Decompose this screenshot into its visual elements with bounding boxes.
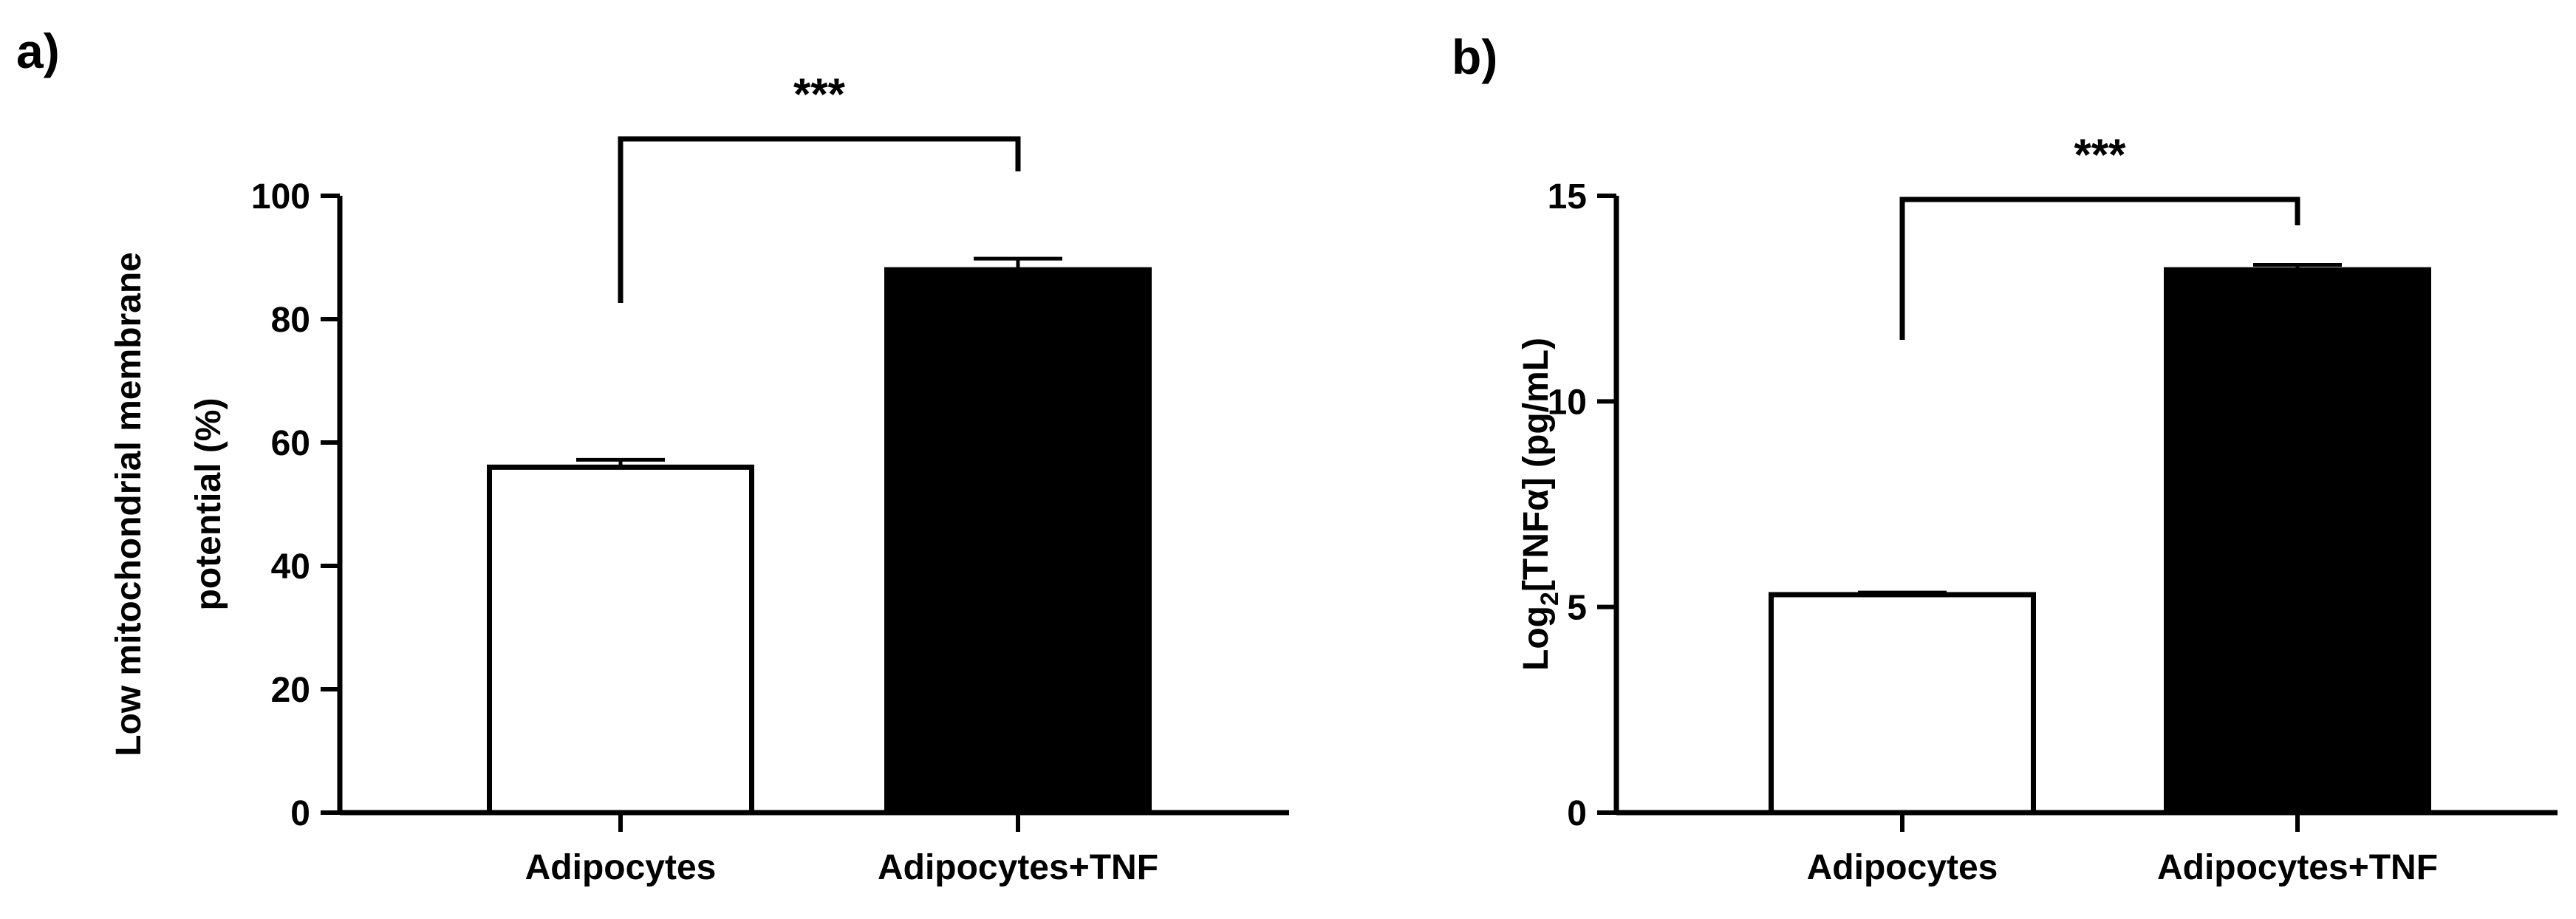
significance-label: ***	[2074, 130, 2126, 180]
y-tick-label: 0	[1567, 794, 1587, 833]
y-axis-title-rest: [TNFα] (pg/mL)	[1517, 338, 1556, 592]
y-tick-label: 15	[1548, 177, 1587, 216]
y-tick-label: 5	[1567, 589, 1587, 628]
y-tick-label: 100	[251, 177, 310, 216]
y-axis-title-subscript: 2	[1536, 592, 1564, 606]
y-tick-label: 40	[271, 547, 310, 587]
bar-adipocytes-tnf	[2164, 267, 2431, 816]
chart-panel-a: a) 0 20 40 60 80 100 Adipocytes Adipocytes+TNF **…	[16, 24, 1289, 887]
category-label: Adipocytes+TNF	[878, 848, 1158, 887]
panel-label: a)	[16, 24, 60, 78]
y-tick-label: 80	[271, 301, 310, 340]
y-tick-label: 20	[271, 671, 310, 710]
bar-adipocytes	[1769, 592, 2036, 816]
y-axis-title: potential (%)	[189, 398, 228, 611]
category-label: Adipocytes+TNF	[2157, 848, 2438, 887]
significance-bracket	[1899, 197, 2300, 340]
chart-panel-b: b) 0 5 10 15 Adipocytes Adipocytes+TNF *** Log2[…	[1452, 30, 2558, 887]
y-tick-label: 60	[271, 424, 310, 463]
panel-label: b)	[1452, 30, 1497, 84]
category-label: Adipocytes	[525, 848, 717, 887]
y-axis-title-main: Log	[1517, 606, 1556, 671]
y-axis-title: Log2[TNFα] (pg/mL)	[1517, 338, 1564, 671]
bar-adipocytes	[487, 464, 754, 816]
y-tick-label: 10	[1548, 383, 1587, 422]
bar-adipocytes-tnf	[884, 267, 1152, 816]
y-axis-title: Low mitochondrial membrane	[109, 252, 148, 756]
y-tick-label: 0	[290, 794, 310, 833]
significance-bracket	[618, 136, 1021, 303]
significance-label: ***	[793, 69, 846, 119]
category-label: Adipocytes	[1807, 848, 1998, 887]
